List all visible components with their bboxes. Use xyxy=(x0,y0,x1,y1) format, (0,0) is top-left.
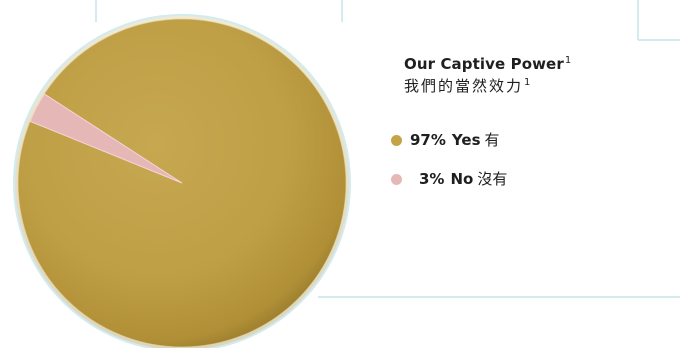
legend-swatch-no xyxy=(391,174,402,185)
chart-subtitle: 我們的當然效力1 xyxy=(404,78,571,94)
legend-label-yes: Yes xyxy=(451,131,481,149)
title-footnote: 1 xyxy=(564,55,572,66)
pie-slices xyxy=(18,18,347,347)
frame-lines xyxy=(95,0,680,298)
pie-shine xyxy=(17,18,347,348)
subtitle-footnote: 1 xyxy=(524,77,533,88)
chart-subtitle-text: 我們的當然效力 xyxy=(404,77,524,95)
chart-title-text: Our Captive Power xyxy=(404,55,564,73)
legend-swatch-yes xyxy=(391,135,402,146)
legend-item-no: 3% No 沒有 xyxy=(391,172,507,187)
chart-title: Our Captive Power1 xyxy=(404,56,571,72)
legend-item-yes: 97% Yes 有 xyxy=(391,133,500,148)
legend-percent-no: 3% xyxy=(419,170,445,188)
chart-title-block: Our Captive Power1 我們的當然效力1 xyxy=(404,56,571,94)
legend-label-no-zh: 沒有 xyxy=(477,170,508,188)
legend-percent-yes: 97% xyxy=(410,131,446,149)
legend-label-no: No xyxy=(450,170,474,188)
legend-label-yes-zh: 有 xyxy=(484,131,500,149)
